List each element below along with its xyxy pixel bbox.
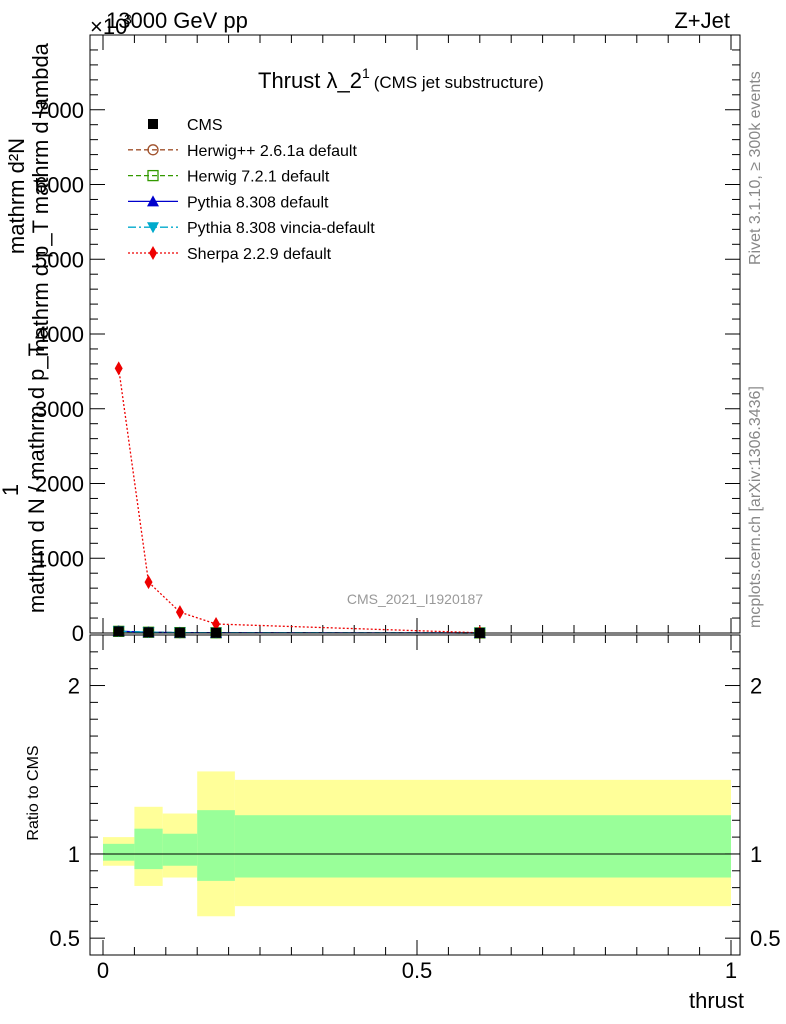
legend-marker [148,119,158,129]
ratio-inner-band [134,828,163,870]
ratio-ticks: 0.5 0.5 1 1 2 2 0 0.5 1 [49,635,781,983]
x-tick-label: 0 [97,958,109,983]
ylabel-one: 1 [0,484,23,496]
chart-title: Thrust λ_21 (CMS jet substructure) [258,65,544,93]
main-ticks: 0 1000 2000 3000 4000 5000 6000 7000 [35,35,740,646]
watermark: CMS_2021_I1920187 [347,591,483,607]
legend-item: Herwig 7.2.1 default [128,169,330,186]
legend-item: Herwig++ 2.6.1a default [128,143,357,160]
legend-label: Pythia 8.308 vincia-default [187,220,375,237]
main-y-tick-label: 0 [72,621,84,646]
series-line [118,368,480,634]
legend-label: CMS [187,117,223,134]
legend-label: Herwig++ 2.6.1a default [187,143,357,160]
data-point [143,627,154,638]
x-tick-label: 0.5 [402,958,433,983]
data-point [114,361,123,376]
legend: CMS Herwig++ 2.6.1a default Herwig 7.2.1 d… [128,117,375,263]
beam-label: 13000 GeV pp [106,8,248,33]
process-label: Z+Jet [674,8,730,33]
x-tick-label: 1 [725,958,737,983]
main-y-tick-label: 7000 [35,98,84,123]
ylabel-numerator: mathrm d²N [4,138,29,254]
data-point [212,617,221,632]
x-axis-label: thrust [689,988,744,1013]
main-y-axis-label: 1 mathrm d N / mathrm d p_T mathrm d²N m… [0,42,53,613]
legend-marker [147,144,159,156]
chart-title-small: (CMS jet substructure) [374,73,544,92]
legend-item: Pythia 8.308 vincia-default [128,220,375,237]
ratio-y-tick-label-right: 0.5 [750,926,781,951]
ylabel-denominator: mathrm d p_T mathrm d lambda [28,42,53,357]
legend-marker [149,246,157,260]
ratio-y-tick-label-right: 2 [750,674,762,699]
ratio-y-tick-label: 2 [68,674,80,699]
legend-marker [147,169,159,182]
main-y-tick-label: 3000 [35,397,84,422]
ratio-inner-band [234,815,731,878]
ratio-inner-band [162,833,198,866]
ratio-y-tick-label: 1 [68,842,80,867]
ratio-inner-band [103,843,135,861]
legend-label: Pythia 8.308 default [187,194,329,211]
main-y-tick-label: 2000 [35,472,84,497]
ratio-inner-band [197,810,235,881]
chart-title-sup: 1 [362,65,370,81]
series-line [118,630,480,634]
main-y-tick-label: 6000 [35,173,84,198]
legend-label: Herwig 7.2.1 default [187,169,330,186]
legend-label: Sherpa 2.2.9 default [187,246,332,263]
legend-item: CMS [148,117,223,134]
mcplots-label: mcplots.cern.ch [arXiv:1306.3436] [747,386,764,628]
exponent-power: 3 [124,11,132,27]
ratio-frame [89,634,741,956]
rivet-label: Rivet 3.1.10, ≥ 300k events [747,71,764,265]
main-frame [89,34,741,634]
main-y-tick-label: 4000 [35,322,84,347]
legend-item: Pythia 8.308 default [128,194,329,211]
data-point [175,605,184,620]
ratio-y-tick-label: 0.5 [49,926,80,951]
ratio-y-tick-label-right: 1 [750,842,762,867]
ratio-y-label: Ratio to CMS [25,745,42,840]
main-y-tick-label: 5000 [35,247,84,272]
ylabel-lower: mathrm d N / mathrm d p_T [24,343,49,613]
main-y-tick-label: 1000 [35,546,84,571]
legend-marker [147,222,159,234]
ratio-panel: 0.5 0.5 1 1 2 2 0 0.5 1 Ratio to CMS thrust [25,634,781,1013]
data-point [144,575,153,590]
legend-marker [147,195,159,207]
data-point [113,626,124,637]
legend-item: Sherpa 2.2.9 default [128,246,332,263]
ratio-bands [90,771,740,917]
main-panel: 0 1000 2000 3000 4000 5000 6000 7000 Thrust λ_2… [35,34,741,646]
chart-title-main: Thrust λ_2 [258,68,362,93]
